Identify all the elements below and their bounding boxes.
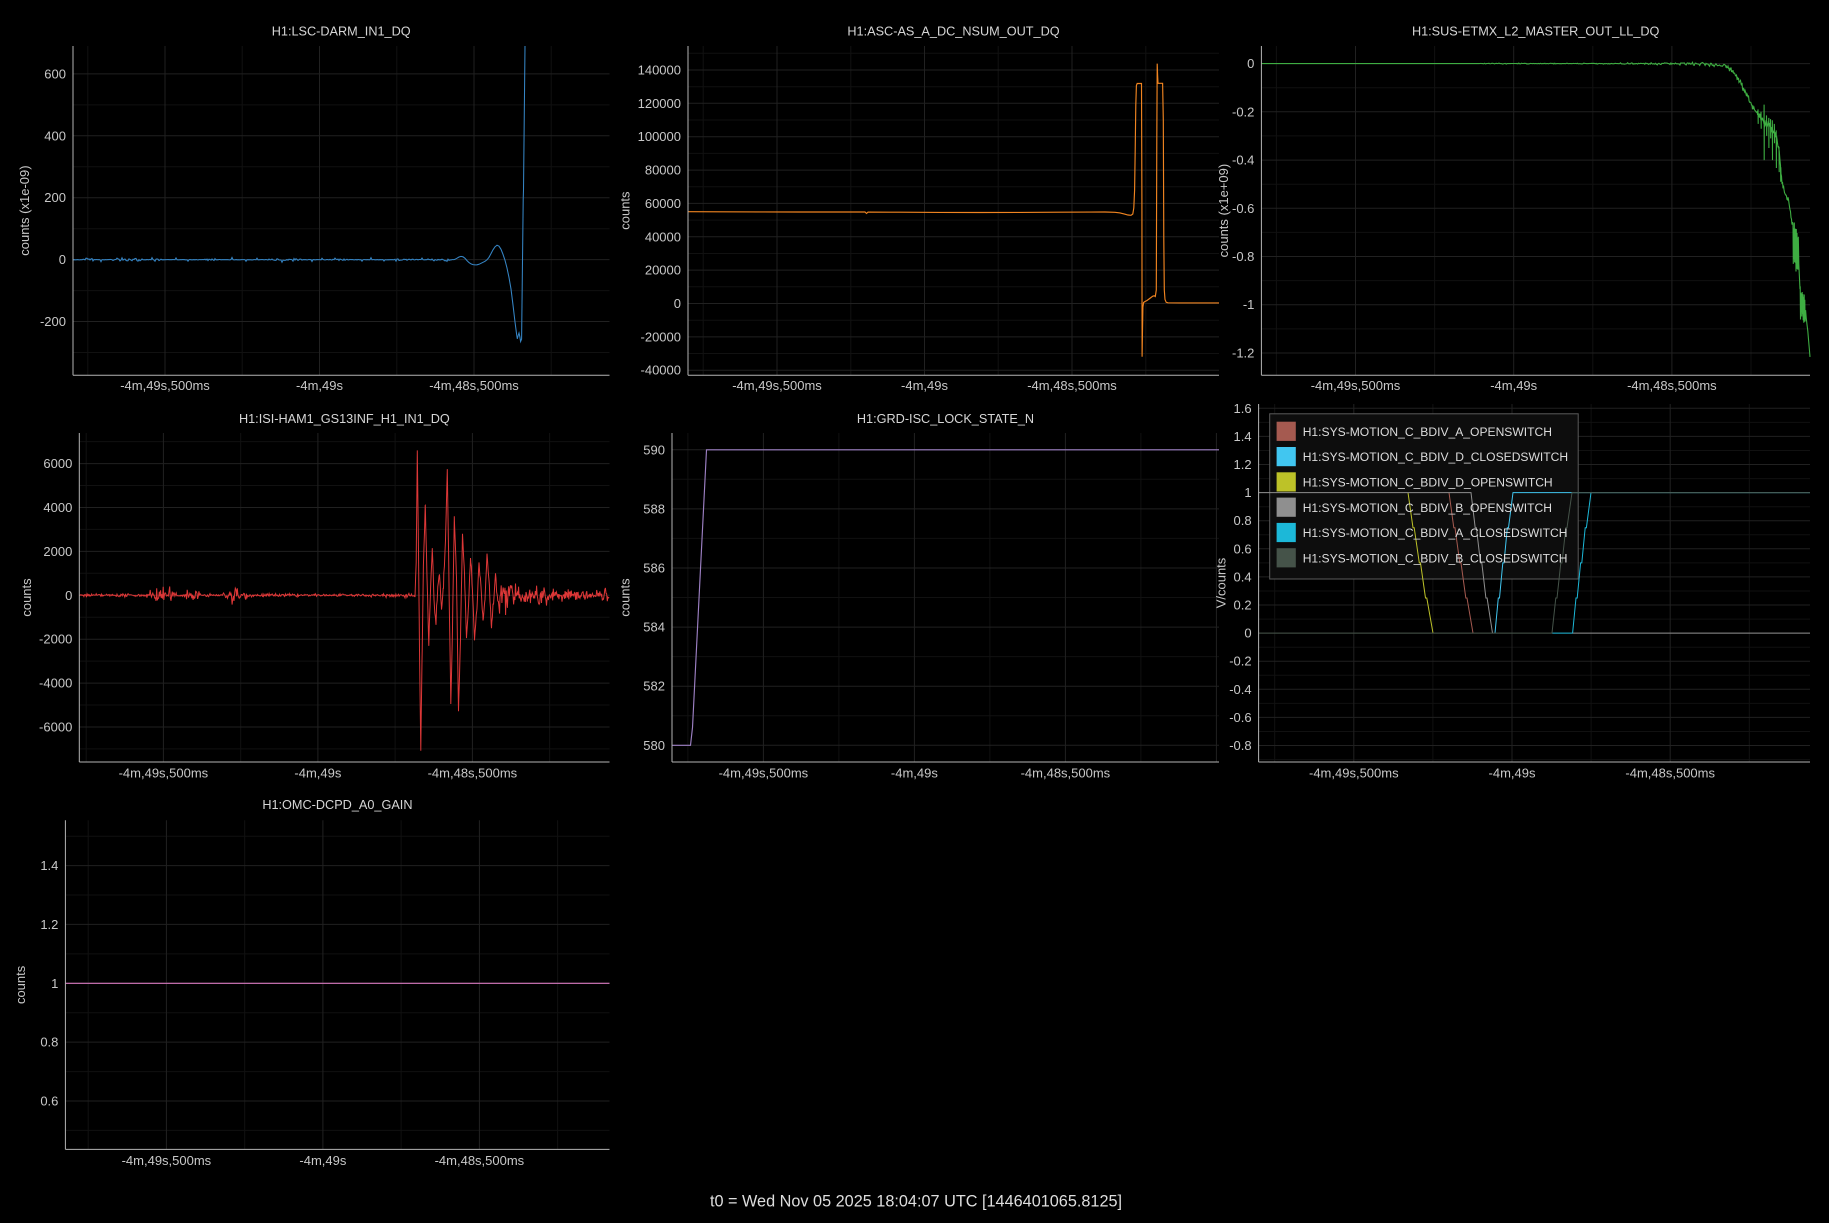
svg-text:1.6: 1.6 bbox=[1234, 401, 1252, 416]
svg-text:584: 584 bbox=[643, 620, 665, 635]
svg-text:0.8: 0.8 bbox=[1234, 513, 1252, 528]
svg-text:-4m,49s: -4m,49s bbox=[901, 378, 948, 393]
svg-text:H1:OMC-DCPD_A0_GAIN: H1:OMC-DCPD_A0_GAIN bbox=[262, 798, 412, 812]
svg-text:t0 = Wed Nov 05 2025 18:04:07: t0 = Wed Nov 05 2025 18:04:07 UTC [14464… bbox=[710, 1193, 1122, 1211]
svg-text:-4m,49s: -4m,49s bbox=[1490, 378, 1537, 393]
svg-text:590: 590 bbox=[643, 442, 665, 457]
svg-text:H1:SUS-ETMX_L2_MASTER_OUT_LL_D: H1:SUS-ETMX_L2_MASTER_OUT_LL_DQ bbox=[1412, 25, 1660, 39]
svg-text:0.6: 0.6 bbox=[1234, 541, 1252, 556]
svg-text:-2000: -2000 bbox=[39, 632, 72, 647]
svg-text:V/counts: V/counts bbox=[1214, 557, 1229, 608]
svg-text:1: 1 bbox=[51, 976, 58, 991]
svg-text:0: 0 bbox=[674, 296, 681, 311]
svg-text:-4m,49s,500ms: -4m,49s,500ms bbox=[122, 1153, 212, 1168]
svg-text:-200: -200 bbox=[40, 314, 66, 329]
svg-text:-1.2: -1.2 bbox=[1232, 346, 1254, 361]
svg-text:400: 400 bbox=[44, 128, 66, 143]
svg-text:2000: 2000 bbox=[43, 544, 72, 559]
svg-text:H1:SYS-MOTION_C_BDIV_D_OPENSWI: H1:SYS-MOTION_C_BDIV_D_OPENSWITCH bbox=[1303, 476, 1553, 490]
svg-text:80000: 80000 bbox=[645, 163, 681, 178]
svg-text:-4m,49s,500ms: -4m,49s,500ms bbox=[119, 766, 209, 781]
svg-text:140000: 140000 bbox=[638, 63, 681, 78]
svg-text:-4m,49s: -4m,49s bbox=[891, 766, 938, 781]
svg-text:4000: 4000 bbox=[43, 500, 72, 515]
svg-text:-4m,48s,500ms: -4m,48s,500ms bbox=[1027, 378, 1117, 393]
svg-text:H1:SYS-MOTION_C_BDIV_B_CLOSEDS: H1:SYS-MOTION_C_BDIV_B_CLOSEDSWITCH bbox=[1303, 551, 1568, 565]
svg-text:1.2: 1.2 bbox=[40, 917, 58, 932]
svg-text:H1:SYS-MOTION_C_BDIV_B_OPENSWI: H1:SYS-MOTION_C_BDIV_B_OPENSWITCH bbox=[1303, 501, 1552, 515]
svg-text:0.4: 0.4 bbox=[1234, 569, 1252, 584]
svg-text:-0.6: -0.6 bbox=[1229, 710, 1251, 725]
svg-text:H1:SYS-MOTION_C_BDIV_A_CLOSEDS: H1:SYS-MOTION_C_BDIV_A_CLOSEDSWITCH bbox=[1303, 526, 1568, 540]
svg-text:counts (x1e+09): counts (x1e+09) bbox=[1216, 164, 1231, 258]
svg-text:-20000: -20000 bbox=[641, 329, 681, 344]
svg-text:-1: -1 bbox=[1243, 297, 1255, 312]
svg-text:-4m,49s: -4m,49s bbox=[294, 766, 341, 781]
svg-text:0: 0 bbox=[59, 252, 66, 267]
svg-text:0.6: 0.6 bbox=[40, 1094, 58, 1109]
svg-text:40000: 40000 bbox=[645, 229, 681, 244]
svg-text:1.2: 1.2 bbox=[1234, 457, 1252, 472]
svg-text:H1:LSC-DARM_IN1_DQ: H1:LSC-DARM_IN1_DQ bbox=[272, 25, 411, 39]
svg-text:H1:ASC-AS_A_DC_NSUM_OUT_DQ: H1:ASC-AS_A_DC_NSUM_OUT_DQ bbox=[847, 25, 1059, 39]
svg-text:-4m,48s,500ms: -4m,48s,500ms bbox=[1021, 766, 1111, 781]
svg-text:-4m,49s: -4m,49s bbox=[299, 1153, 346, 1168]
svg-text:-0.2: -0.2 bbox=[1232, 104, 1254, 119]
svg-text:0.2: 0.2 bbox=[1234, 598, 1252, 613]
svg-text:200: 200 bbox=[44, 190, 66, 205]
svg-text:-4m,48s,500ms: -4m,48s,500ms bbox=[429, 378, 519, 393]
svg-text:1.4: 1.4 bbox=[1234, 429, 1252, 444]
svg-text:60000: 60000 bbox=[645, 196, 681, 211]
svg-text:-4m,49s,500ms: -4m,49s,500ms bbox=[1311, 378, 1401, 393]
svg-text:-4m,49s,500ms: -4m,49s,500ms bbox=[732, 378, 822, 393]
svg-text:-0.2: -0.2 bbox=[1229, 654, 1251, 669]
svg-text:-0.8: -0.8 bbox=[1232, 249, 1254, 264]
svg-text:100000: 100000 bbox=[638, 129, 681, 144]
svg-text:-4m,48s,500ms: -4m,48s,500ms bbox=[1627, 378, 1717, 393]
svg-text:counts: counts bbox=[618, 578, 633, 617]
svg-text:-6000: -6000 bbox=[39, 720, 72, 735]
svg-text:-4m,48s,500ms: -4m,48s,500ms bbox=[428, 766, 518, 781]
svg-text:580: 580 bbox=[643, 738, 665, 753]
svg-text:588: 588 bbox=[643, 501, 665, 516]
svg-text:0.8: 0.8 bbox=[40, 1035, 58, 1050]
svg-text:-4m,49s: -4m,49s bbox=[1489, 766, 1536, 781]
svg-text:-4m,49s,500ms: -4m,49s,500ms bbox=[120, 378, 210, 393]
svg-text:H1:SYS-MOTION_C_BDIV_A_OPENSWI: H1:SYS-MOTION_C_BDIV_A_OPENSWITCH bbox=[1303, 425, 1552, 439]
svg-text:-0.6: -0.6 bbox=[1232, 201, 1254, 216]
svg-text:0: 0 bbox=[1247, 56, 1254, 71]
svg-text:-0.4: -0.4 bbox=[1229, 682, 1251, 697]
svg-text:-0.4: -0.4 bbox=[1232, 153, 1254, 168]
svg-text:0: 0 bbox=[65, 588, 72, 603]
svg-text:20000: 20000 bbox=[645, 263, 681, 278]
svg-text:-4000: -4000 bbox=[39, 676, 72, 691]
svg-text:-4m,49s: -4m,49s bbox=[296, 378, 343, 393]
svg-text:586: 586 bbox=[643, 561, 665, 576]
svg-text:582: 582 bbox=[643, 679, 665, 694]
svg-text:-4m,49s,500ms: -4m,49s,500ms bbox=[719, 766, 809, 781]
svg-text:6000: 6000 bbox=[43, 456, 72, 471]
svg-text:-4m,48s,500ms: -4m,48s,500ms bbox=[435, 1153, 525, 1168]
svg-text:-40000: -40000 bbox=[641, 363, 681, 378]
svg-text:counts: counts bbox=[19, 578, 34, 617]
svg-text:H1:GRD-ISC_LOCK_STATE_N: H1:GRD-ISC_LOCK_STATE_N bbox=[857, 412, 1034, 426]
svg-text:1: 1 bbox=[1244, 485, 1251, 500]
svg-text:-0.8: -0.8 bbox=[1229, 738, 1251, 753]
svg-text:120000: 120000 bbox=[638, 96, 681, 111]
svg-text:counts (x1e-09): counts (x1e-09) bbox=[17, 165, 32, 255]
svg-text:600: 600 bbox=[44, 66, 66, 81]
svg-text:H1:ISI-HAM1_GS13INF_H1_IN1_DQ: H1:ISI-HAM1_GS13INF_H1_IN1_DQ bbox=[239, 412, 450, 426]
svg-text:-4m,48s,500ms: -4m,48s,500ms bbox=[1625, 766, 1715, 781]
svg-text:-4m,49s,500ms: -4m,49s,500ms bbox=[1309, 766, 1399, 781]
svg-text:H1:SYS-MOTION_C_BDIV_D_CLOSEDS: H1:SYS-MOTION_C_BDIV_D_CLOSEDSWITCH bbox=[1303, 450, 1568, 464]
svg-text:counts: counts bbox=[618, 191, 633, 230]
svg-text:counts: counts bbox=[13, 965, 28, 1004]
svg-text:1.4: 1.4 bbox=[40, 858, 58, 873]
svg-text:0: 0 bbox=[1244, 626, 1251, 641]
